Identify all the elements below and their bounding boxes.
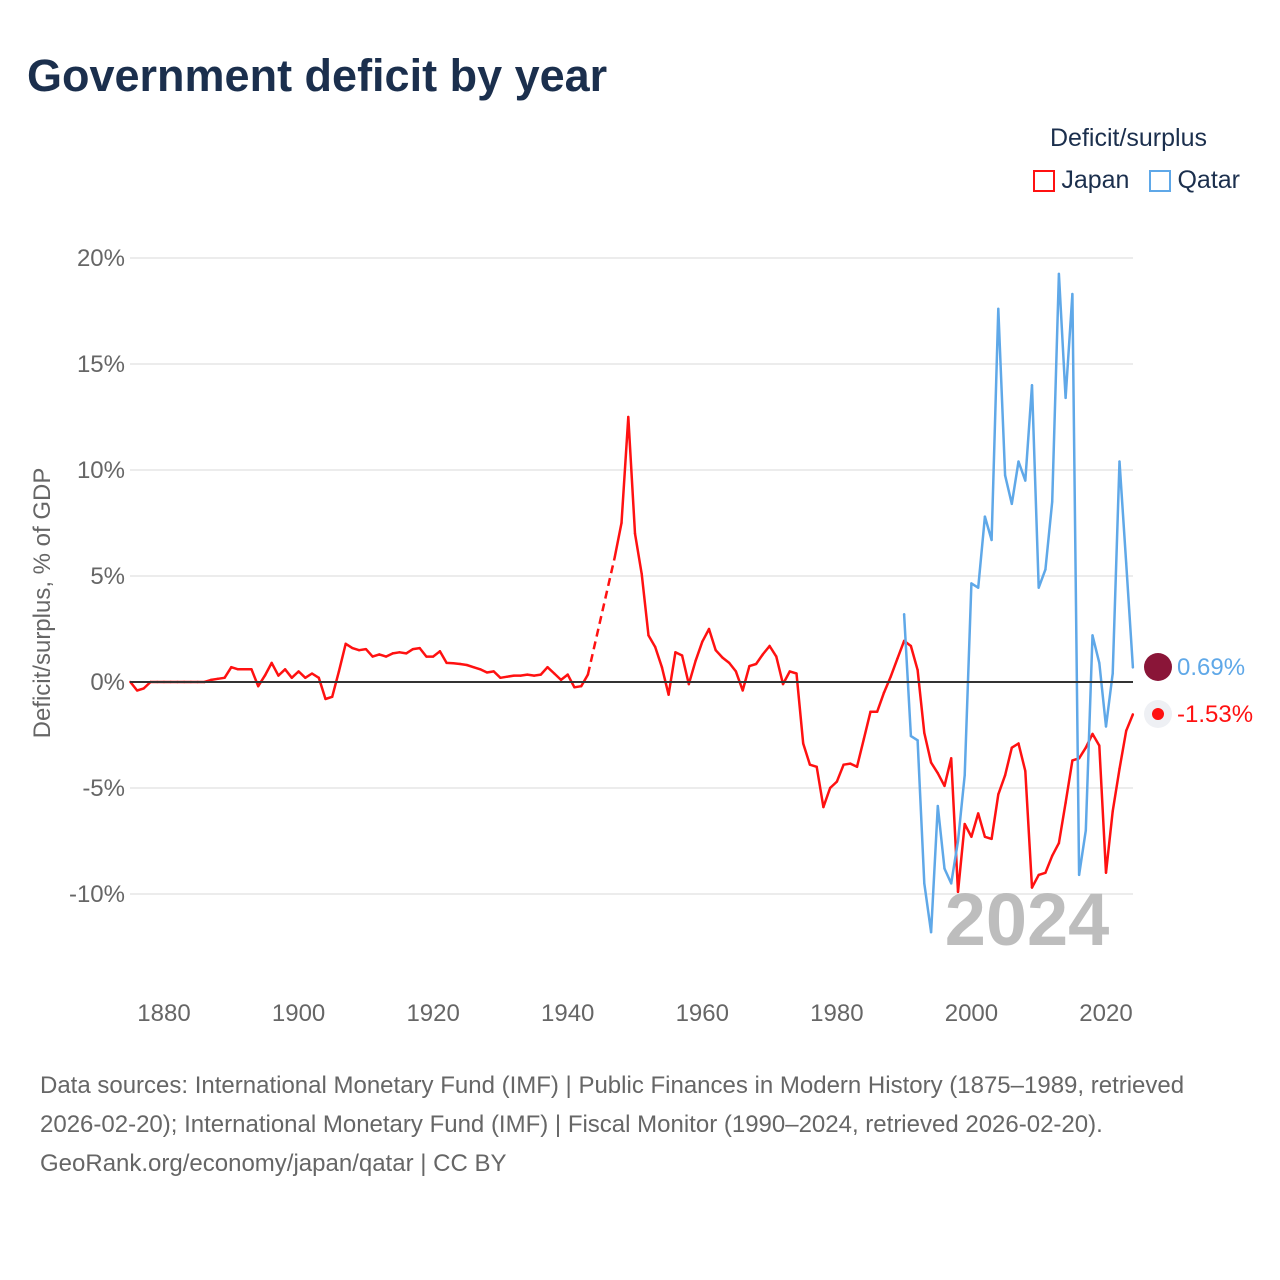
grid: [130, 257, 1133, 895]
data-sources: Data sources: International Monetary Fun…: [40, 1072, 1185, 1138]
qatar-end-label: 0.69%: [1177, 654, 1245, 681]
series-line-japan: [129, 415, 1135, 894]
japan-end-label: -1.53%: [1177, 701, 1253, 728]
x-tick-label: 1940: [541, 1000, 594, 1027]
qatar-flag-marker: [1144, 653, 1172, 682]
y-tick-label: 15%: [77, 351, 125, 378]
y-tick-label: -10%: [69, 881, 125, 908]
legend-item-qatar[interactable]: Qatar: [1149, 166, 1240, 195]
y-axis-label: Deficit/surplus, % of GDP: [29, 468, 56, 739]
legend-swatch-japan: [1033, 169, 1056, 192]
y-axis-ticks: 20% 15% 10% 5% 0% -5% -10%: [69, 245, 125, 908]
page-title: Government deficit by year: [27, 50, 608, 101]
y-tick-label: -5%: [82, 775, 125, 802]
japan-flag-marker: [1144, 700, 1172, 728]
y-tick-label: 5%: [90, 563, 125, 590]
x-tick-label: 1980: [810, 1000, 863, 1027]
legend-label-qatar: Qatar: [1177, 166, 1240, 194]
series-line-qatar: [902, 272, 1135, 934]
x-tick-label: 2000: [945, 1000, 998, 1027]
legend-title: Deficit/surplus: [1050, 124, 1207, 152]
x-tick-label: 1900: [272, 1000, 325, 1027]
x-tick-label: 1920: [406, 1000, 459, 1027]
x-tick-label: 1960: [676, 1000, 729, 1027]
x-axis-ticks: 1880 1900 1920 1940 1960 1980 2000 2020: [137, 1000, 1132, 1027]
credit-link[interactable]: GeoRank.org/economy/japan/qatar | CC BY: [40, 1150, 507, 1177]
footer: Data sources: International Monetary Fun…: [40, 1066, 1240, 1183]
series-lines: [129, 272, 1135, 934]
y-tick-label: 20%: [77, 245, 125, 272]
y-tick-label: 10%: [77, 457, 125, 484]
series-gap-japan: [586, 556, 617, 675]
legend-item-japan[interactable]: Japan: [1033, 166, 1129, 195]
series-japan: [129, 415, 1135, 894]
series-qatar: [902, 272, 1135, 934]
x-tick-label: 1880: [137, 1000, 190, 1027]
legend: Japan Qatar: [1033, 166, 1240, 195]
legend-swatch-qatar: [1149, 169, 1172, 192]
year-overlay: 2024: [945, 878, 1110, 961]
y-tick-label: 0%: [90, 669, 125, 696]
legend-label-japan: Japan: [1061, 166, 1130, 194]
x-tick-label: 2020: [1079, 1000, 1132, 1027]
